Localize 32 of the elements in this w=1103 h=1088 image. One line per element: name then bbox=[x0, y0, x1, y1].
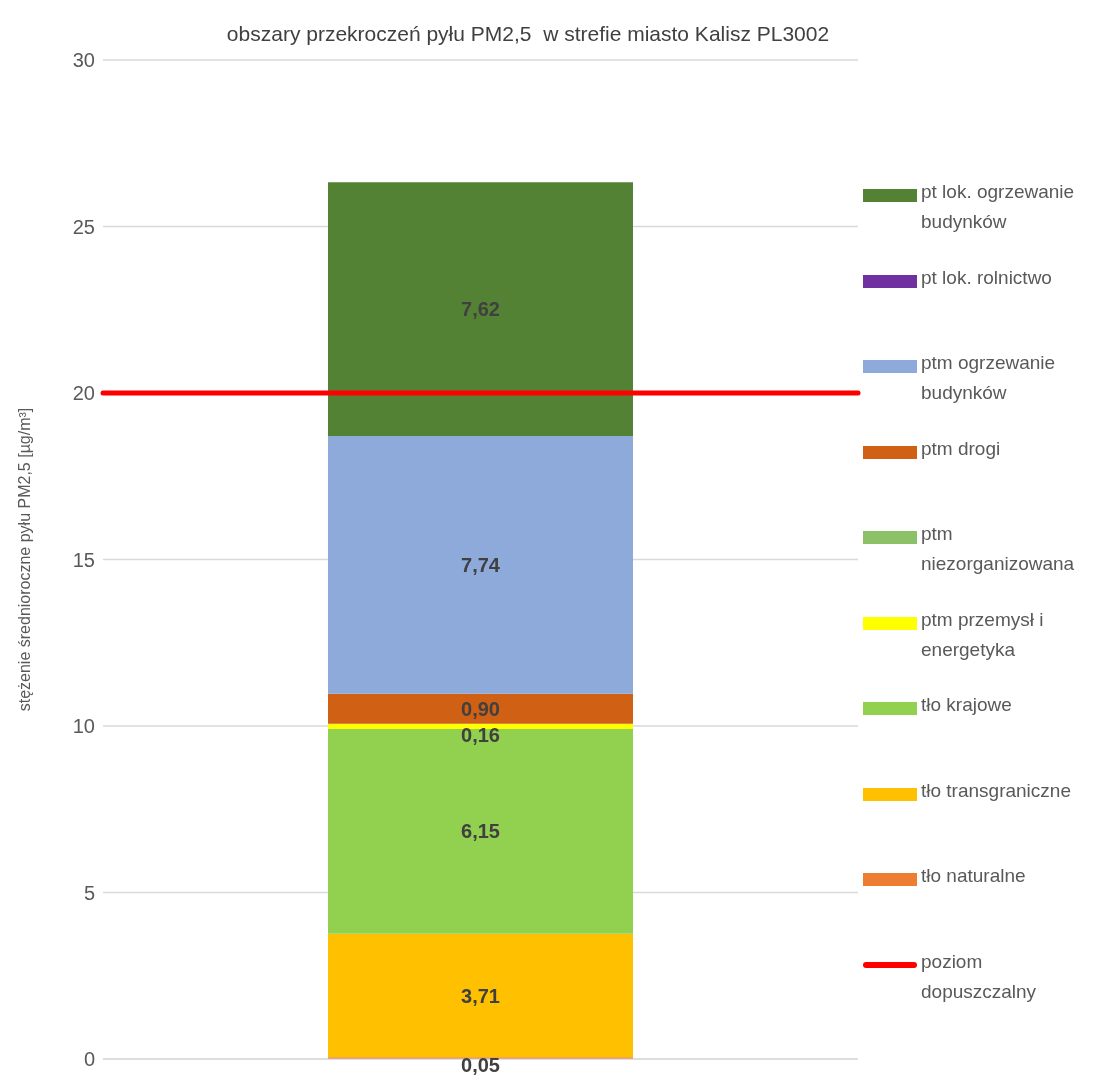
legend-label: tło krajowe bbox=[921, 693, 1012, 717]
legend-label: ptm niezorganizowana bbox=[921, 522, 1076, 576]
data-label: 3,71 bbox=[461, 984, 500, 1007]
y-tick-label: 25 bbox=[72, 215, 95, 238]
data-label: 0,05 bbox=[461, 1054, 500, 1076]
bar bbox=[328, 693, 633, 724]
legend-label: tło transgraniczne bbox=[921, 778, 1071, 803]
data-label: 0,90 bbox=[461, 697, 500, 720]
bar bbox=[328, 723, 633, 729]
legend-label: ptm przemysł i energetyka bbox=[921, 607, 1045, 662]
y-tick-label: 30 bbox=[72, 49, 95, 72]
legend-label: pt lok. ogrzewanie budynków bbox=[921, 180, 1076, 234]
bar bbox=[328, 435, 633, 694]
y-axis-title: stężenie średnioroczne pyłu PM2,5 [µg/m³] bbox=[15, 407, 33, 712]
data-label: 0,16 bbox=[461, 724, 500, 746]
y-tick-label: 0 bbox=[83, 1048, 95, 1071]
legend-label: pt lok. rolnictwo bbox=[921, 265, 1052, 290]
legend-label: ptm ogrzewanie budynków bbox=[921, 351, 1057, 405]
legend-label: ptm drogi bbox=[921, 436, 1001, 461]
bar bbox=[328, 182, 633, 436]
legend-label: poziom dopuszczalny bbox=[921, 949, 1038, 1004]
legend-label: tło naturalne bbox=[921, 864, 1026, 888]
data-label: 7,74 bbox=[461, 553, 501, 576]
bar bbox=[328, 933, 633, 1058]
y-tick-label: 10 bbox=[72, 715, 95, 738]
data-label: 6,15 bbox=[461, 820, 500, 843]
data-label: 7,62 bbox=[461, 298, 500, 321]
chart-title: obszary przekroczeń pyłu PM2,5 w strefie miasto Kalisz PL3002 bbox=[225, 22, 831, 46]
bar bbox=[328, 729, 633, 934]
y-tick-label: 5 bbox=[83, 881, 95, 904]
y-tick-label: 15 bbox=[72, 548, 95, 571]
y-tick-label: 20 bbox=[72, 382, 95, 405]
